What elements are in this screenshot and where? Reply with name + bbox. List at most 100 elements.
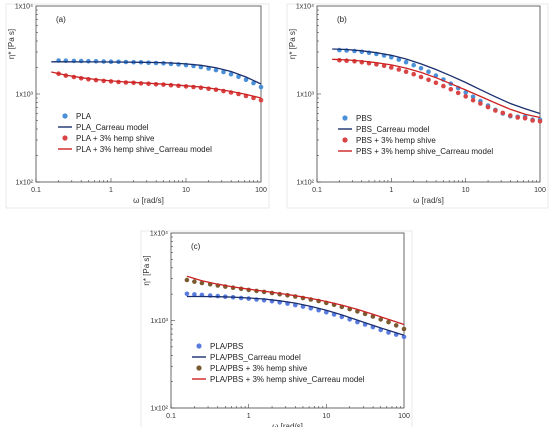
data-point (433, 80, 439, 86)
x-tick-label: 100 (534, 187, 546, 194)
data-point (418, 74, 424, 80)
data-point (485, 104, 491, 110)
data-point (493, 108, 498, 113)
data-point (403, 69, 409, 74)
data-point (522, 116, 528, 121)
chart-panel-c: 0.1 1 10 100 1x10² 1x10³ 1x10⁴ ω [rad/s] η* [Pa … (140, 230, 413, 427)
data-point (403, 59, 409, 65)
panel-label: (c) (191, 242, 201, 251)
legend-entry: PLA (76, 112, 92, 121)
data-point (500, 110, 506, 116)
data-point (243, 77, 249, 83)
data-point (537, 119, 543, 124)
legend-entry: PLA + 3% hemp shive (76, 134, 155, 143)
panel-label: (a) (56, 15, 66, 24)
y-tick-label: 1x10² (150, 406, 168, 413)
x-tick-label: 1 (109, 187, 113, 194)
legend-entry: PLA/PBS_Carreau model (210, 353, 301, 362)
data-point (370, 314, 376, 319)
data-point (448, 87, 454, 92)
panel-label: (b) (337, 15, 347, 24)
series-line (51, 71, 262, 99)
data-point (396, 67, 402, 72)
data-point (418, 66, 424, 71)
data-point (411, 62, 417, 68)
data-point (78, 58, 84, 64)
data-point (199, 280, 205, 286)
x-tick-label: 10 (182, 187, 190, 194)
data-point (168, 61, 174, 67)
legend-swatch-marker (62, 135, 68, 141)
x-axis-label: ω [rad/s] (272, 422, 303, 427)
x-axis-label: ω [rad/s] (133, 196, 164, 205)
legend-entry: PLA_Carreau model (76, 123, 149, 132)
data-point (184, 291, 190, 297)
x-axis-label: ω [rad/s] (413, 196, 444, 205)
y-tick-label: 1x10⁴ (296, 4, 314, 11)
data-point (378, 317, 384, 322)
data-point (192, 292, 197, 297)
legend-swatch-marker (342, 115, 348, 121)
data-point (86, 58, 91, 64)
data-point (221, 69, 226, 75)
plot-frame (35, 5, 262, 183)
data-point (401, 326, 407, 332)
y-tick-label: 1x10² (15, 180, 33, 187)
y-tick-label: 1x10² (296, 180, 314, 187)
data-point (236, 74, 241, 80)
panel-border (5, 3, 270, 209)
legend-entry: PBS_Carreau model (356, 125, 430, 134)
data-point (530, 118, 535, 123)
legend-entry: PLA/PBS + 3% hemp shive (210, 364, 308, 373)
data-point (389, 65, 394, 70)
legend-entry: PLA + 3% hemp shive_Carreau model (76, 145, 212, 154)
data-point (508, 113, 513, 118)
data-point (463, 90, 469, 95)
y-tick-label: 1x10⁴ (150, 231, 168, 238)
data-point (470, 97, 476, 103)
x-tick-label: 0.1 (312, 187, 322, 194)
data-point (426, 77, 431, 83)
data-point (478, 101, 483, 106)
x-tick-label: 100 (255, 187, 267, 194)
y-tick-label: 1x10³ (296, 92, 314, 99)
data-point (344, 58, 349, 63)
data-point (393, 323, 399, 328)
panel-border (140, 230, 413, 427)
legend-swatch-marker (62, 113, 68, 119)
legend-entry: PLA/PBS + 3% hemp shive_Carreau model (210, 375, 365, 384)
x-tick-label: 1 (389, 187, 393, 194)
data-point (463, 94, 469, 99)
data-point (426, 69, 431, 74)
x-tick-label: 0.1 (31, 187, 41, 194)
legend-entry: PBS + 3% hemp shive_Carreau model (356, 147, 493, 156)
series-line (332, 58, 541, 119)
data-point (184, 277, 190, 283)
data-point (401, 334, 407, 340)
legend-entry: PBS + 3% hemp shive (356, 136, 436, 145)
data-point (337, 47, 342, 53)
panel-border (286, 3, 549, 209)
y-axis-label: η* [Pa s] (7, 29, 16, 59)
series-line (332, 48, 541, 115)
data-point (441, 83, 446, 89)
data-point (258, 97, 264, 103)
x-tick-label: 1 (247, 413, 251, 420)
x-tick-label: 100 (398, 413, 410, 420)
data-point (386, 319, 391, 325)
x-tick-label: 10 (462, 187, 470, 194)
data-point (213, 67, 219, 73)
data-point (258, 84, 264, 90)
x-tick-label: 0.1 (166, 413, 176, 420)
data-point (228, 71, 234, 77)
x-tick-label: 10 (322, 413, 330, 420)
data-point (470, 94, 476, 100)
legend-swatch-marker (196, 343, 202, 349)
series-line (186, 295, 405, 336)
data-point (411, 71, 417, 77)
data-point (192, 279, 197, 284)
series-line (186, 275, 405, 326)
legend-entry: PBS (356, 114, 372, 123)
data-point (455, 90, 461, 96)
